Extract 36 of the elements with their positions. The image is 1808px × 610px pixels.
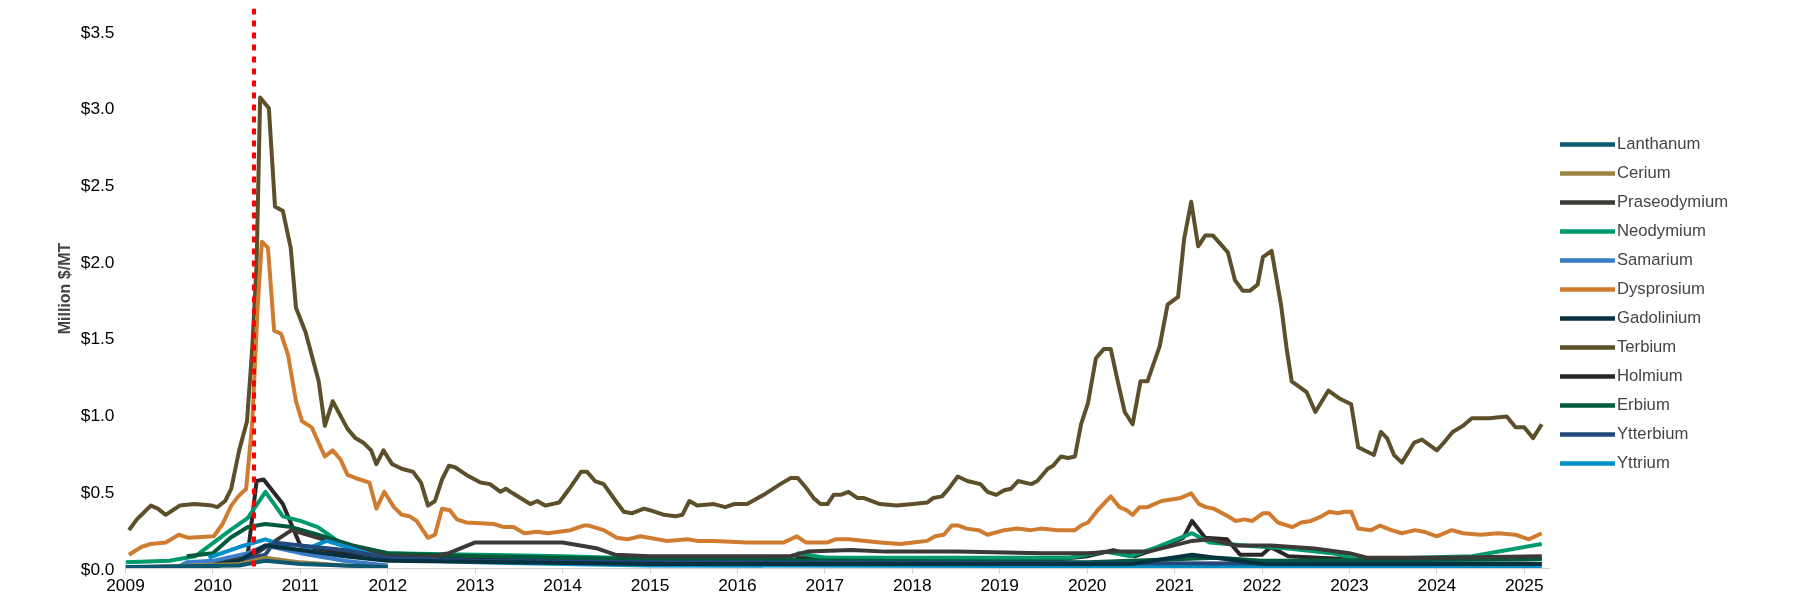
legend-label: Lanthanum	[1617, 134, 1701, 154]
legend-label: Gadolinium	[1617, 308, 1702, 328]
legend-label: Samarium	[1617, 250, 1693, 270]
legend-label: Yttrium	[1617, 453, 1670, 473]
x-tick-label: 2020	[1067, 574, 1107, 595]
legend-label: Cerium	[1617, 163, 1671, 183]
x-tick-label: 2021	[1155, 574, 1194, 595]
x-tick-label: 2018	[893, 574, 932, 595]
x-tick-label: 2022	[1242, 574, 1282, 595]
legend-label: Neodymium	[1617, 221, 1706, 241]
y-tick-label: $3.0	[80, 98, 115, 119]
legend-label: Dysprosium	[1617, 279, 1705, 299]
x-tick-label: 2012	[368, 574, 408, 595]
y-tick-label: $3.5	[80, 21, 115, 42]
x-tick-label: 2025	[1505, 574, 1544, 595]
x-tick-label: 2024	[1417, 574, 1457, 595]
x-tick-label: 2011	[281, 574, 319, 595]
x-tick-label: 2014	[543, 574, 583, 595]
legend-label: Praseodymium	[1617, 192, 1729, 212]
x-tick-label: 2019	[980, 574, 1020, 595]
legend-label: Terbium	[1617, 337, 1677, 357]
y-axis-title: Million $/MT	[55, 242, 73, 335]
x-tick-label: 2016	[718, 574, 757, 595]
x-tick-label: 2023	[1330, 574, 1369, 595]
y-tick-label: $2.0	[80, 251, 115, 272]
legend-label: Ytterbium	[1617, 424, 1689, 444]
y-tick-label: $1.0	[80, 405, 115, 426]
y-tick-label: $0.5	[80, 481, 115, 502]
x-tick-label: 2010	[193, 574, 233, 595]
legend-label: Erbium	[1617, 395, 1670, 415]
y-tick-label: $2.5	[80, 174, 115, 195]
legend-label: Holmium	[1617, 366, 1683, 386]
x-tick-label: 2013	[455, 574, 495, 595]
x-tick-label: 2015	[630, 574, 670, 595]
y-tick-label: $1.5	[80, 328, 115, 349]
x-tick-label: 2017	[805, 574, 845, 595]
